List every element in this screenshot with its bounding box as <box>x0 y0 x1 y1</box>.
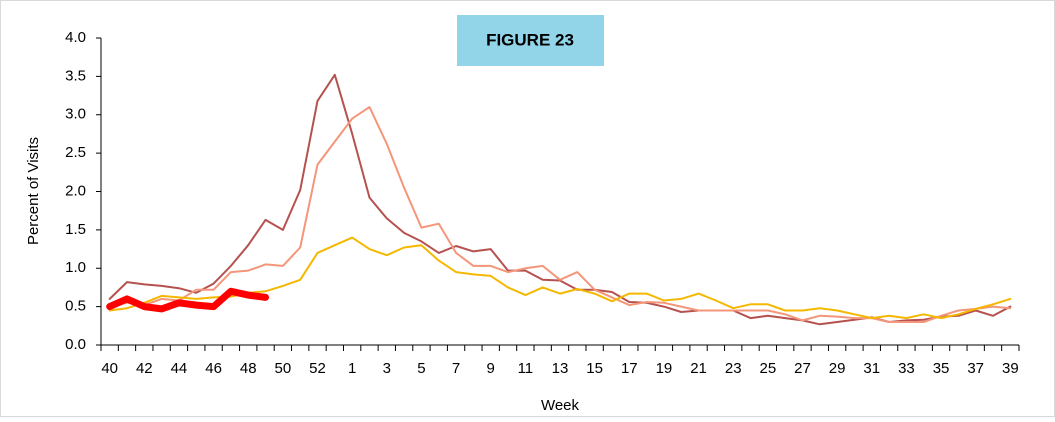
x-tick-label: 7 <box>452 360 460 377</box>
x-tick-label: 23 <box>725 360 742 377</box>
x-tick-label: 31 <box>863 360 880 377</box>
x-tick-label: 52 <box>309 360 326 377</box>
annotation-box <box>457 15 604 66</box>
y-tick-label: 0.5 <box>65 298 86 315</box>
x-tick-label: 39 <box>1002 360 1019 377</box>
series-line <box>108 236 1012 320</box>
x-tick-label: 50 <box>275 360 292 377</box>
x-tick-label: 25 <box>760 360 777 377</box>
x-tick-label: 44 <box>171 360 188 377</box>
x-tick-label: 17 <box>621 360 638 377</box>
x-tick-label: 1 <box>348 360 356 377</box>
x-tick-label: 3 <box>383 360 391 377</box>
y-tick-label: 1.5 <box>65 221 86 238</box>
annotation: FIGURE 23 <box>486 30 574 49</box>
y-tick-label: 2.5 <box>65 144 86 161</box>
y-tick-label: 3.0 <box>65 106 86 123</box>
series-line <box>106 287 269 313</box>
x-tick-label: 42 <box>136 360 153 377</box>
x-tick-label: 27 <box>794 360 811 377</box>
x-tick-label: 40 <box>101 360 118 377</box>
x-tick-label: 11 <box>518 360 534 377</box>
x-tick-label: 37 <box>967 360 984 377</box>
x-axis-label: Week <box>541 397 580 414</box>
x-tick-label: 9 <box>487 360 495 377</box>
x-tick-label: 15 <box>586 360 603 377</box>
y-tick-label: 0.0 <box>65 336 86 353</box>
y-axis-label: Percent of Visits <box>25 137 42 245</box>
y-tick-label: 1.0 <box>65 259 86 276</box>
y-tick-label: 2.0 <box>65 182 86 199</box>
x-tick-label: 13 <box>552 360 569 377</box>
x-tick-label: 5 <box>417 360 425 377</box>
series-line <box>108 106 1012 323</box>
x-tick-label: 19 <box>656 360 673 377</box>
y-tick-label: 3.5 <box>65 67 86 84</box>
x-tick-label: 46 <box>205 360 222 377</box>
x-tick-label: 29 <box>829 360 846 377</box>
x-tick-label: 33 <box>898 360 915 377</box>
x-tick-label: 21 <box>690 360 707 377</box>
y-tick-label: 4.0 <box>65 29 86 46</box>
x-tick-label: 48 <box>240 360 257 377</box>
x-tick-label: 35 <box>933 360 950 377</box>
